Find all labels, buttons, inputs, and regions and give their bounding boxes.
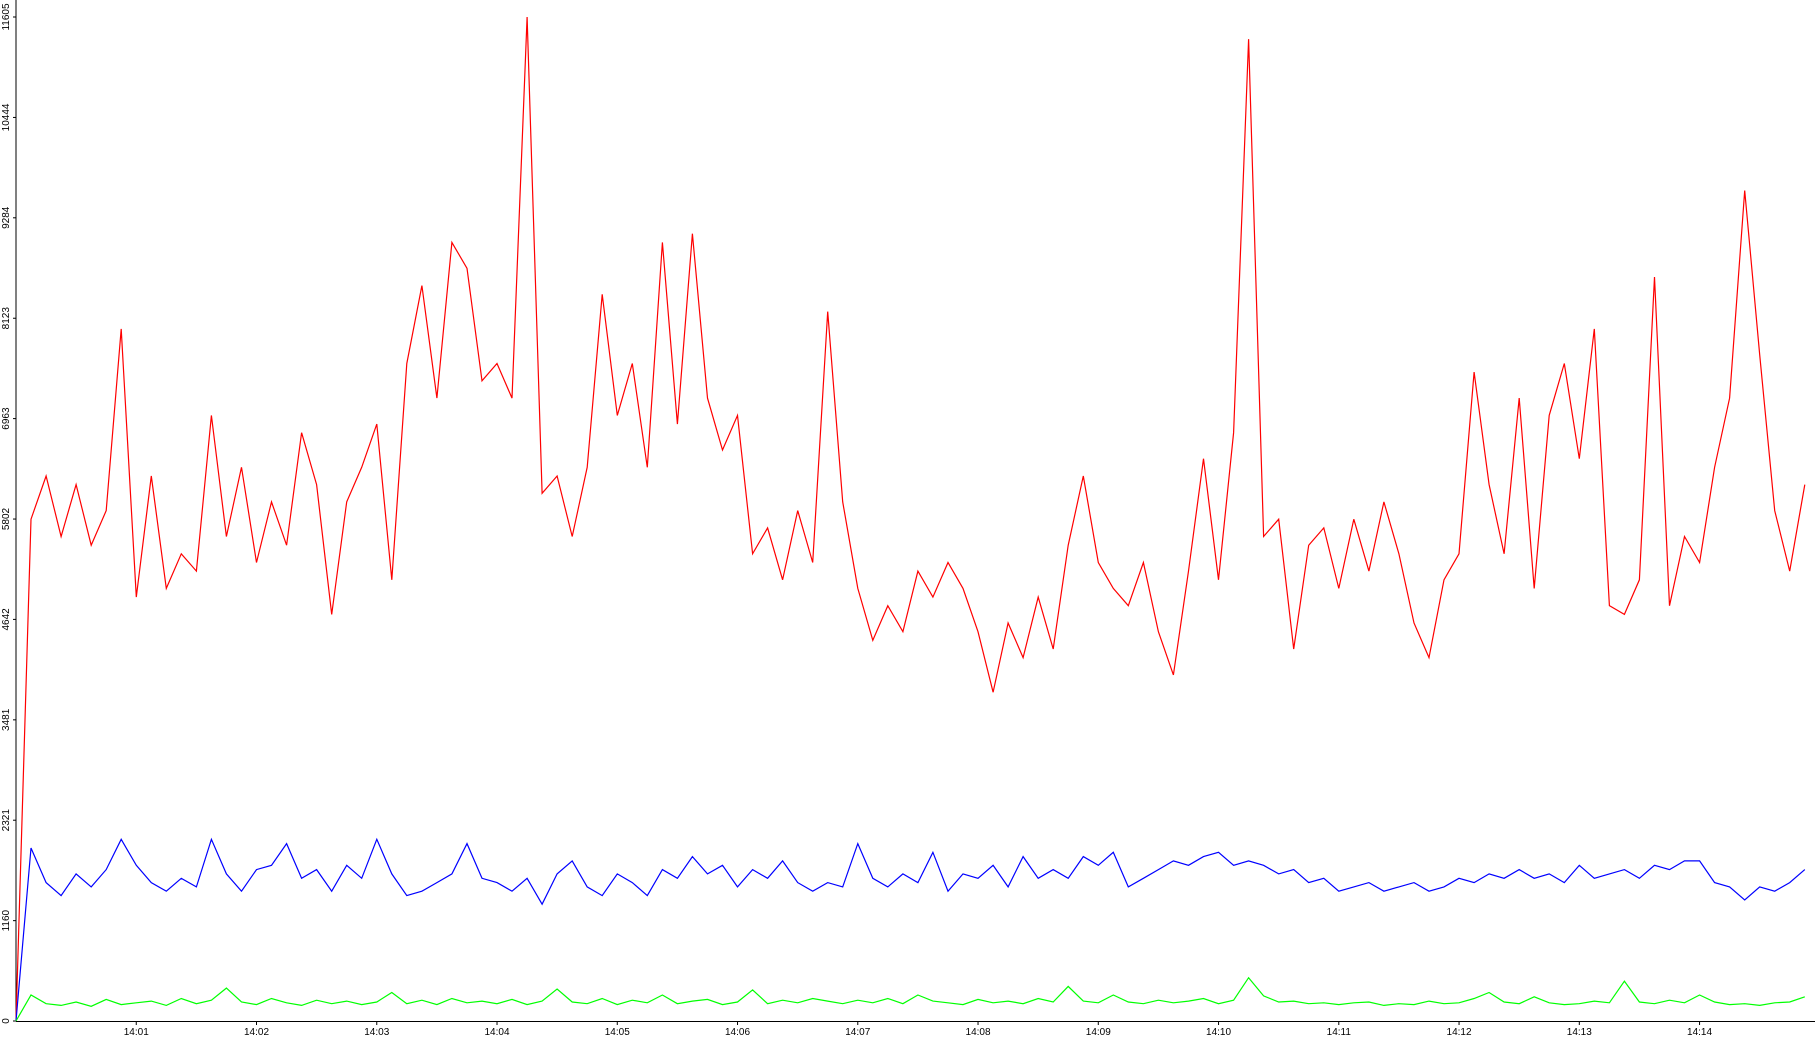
x-tick-label: 14:06 [725,1027,750,1038]
x-tick-label: 14:01 [124,1027,149,1038]
y-tick-label: 11605 [1,3,12,31]
x-tick-label: 14:03 [364,1027,389,1038]
x-tick-label: 14:10 [1206,1027,1231,1038]
x-tick-label: 14:05 [605,1027,630,1038]
y-tick-label: 2321 [1,809,12,832]
series-line [15,16,1806,1022]
y-tick-label: 3481 [1,708,12,731]
x-tick-label: 14:09 [1086,1027,1111,1038]
y-tick-label: 10444 [1,103,12,131]
x-tick-label: 14:08 [966,1027,991,1038]
y-tick-label: 4642 [1,608,12,631]
y-tick-label: 1160 [1,909,12,931]
x-tick-label: 14:04 [485,1027,510,1038]
x-tick-label: 14:07 [845,1027,870,1038]
x-tick-label: 14:13 [1567,1027,1592,1038]
y-tick-label: 9284 [1,206,12,229]
x-tick-label: 14:11 [1327,1027,1352,1038]
y-tick-label: 6963 [1,407,12,430]
x-tick-label: 14:14 [1687,1027,1712,1038]
x-tick-label: 14:12 [1447,1027,1472,1038]
y-tick-label: 0 [1,1018,12,1024]
y-tick-label: 5802 [1,507,12,530]
series-line [15,976,1805,1022]
series-line [15,837,1806,1022]
y-tick-label: 8123 [1,307,12,330]
x-tick-label: 14:02 [244,1027,269,1038]
